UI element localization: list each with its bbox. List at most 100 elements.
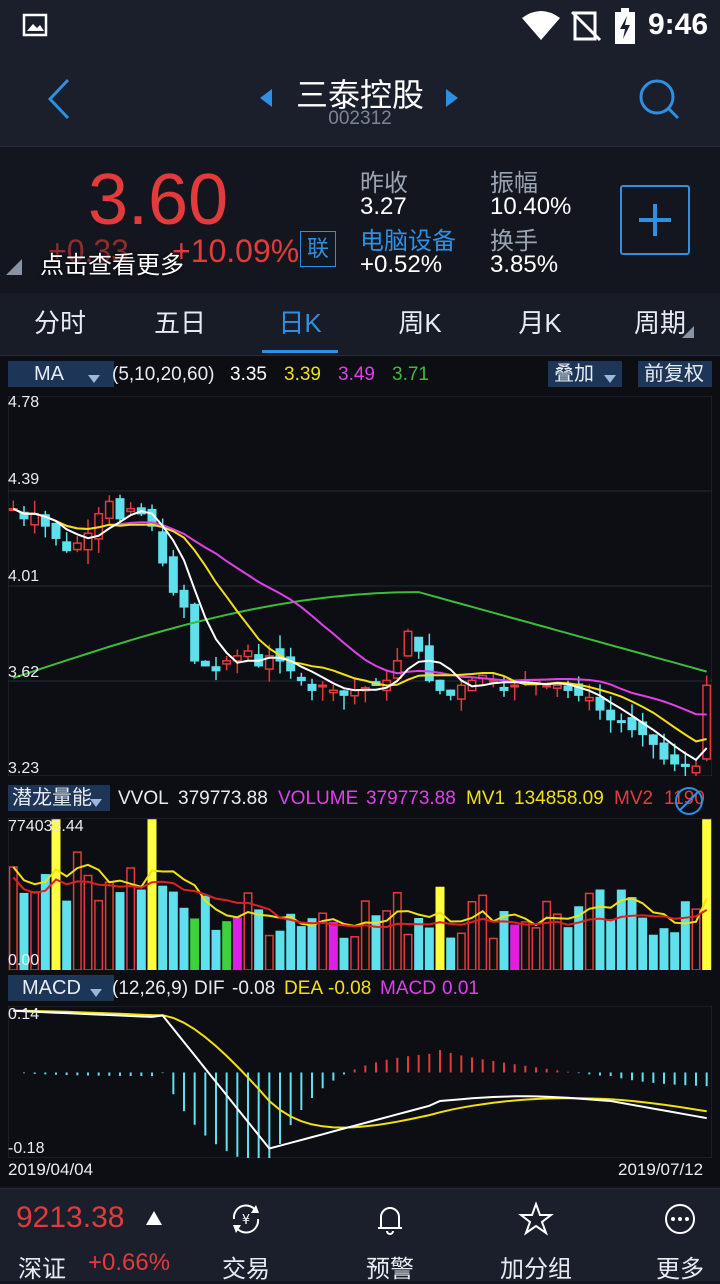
ma-params: (5,10,20,60) — [112, 364, 215, 385]
stock-title: 三泰控股 — [295, 77, 424, 113]
status-bar: 9:46 — [0, 0, 720, 56]
tab-weekly-k[interactable]: 周K — [398, 308, 442, 338]
kline-axis-3: 4.01 — [8, 568, 40, 585]
quote-panel[interactable]: 3.60 +0.33 +10.09% 点击查看更多 联 昨收 3.27 电脑设备… — [0, 147, 720, 292]
price-change-pct: +10.09% — [172, 233, 300, 269]
date-end: 2019/07/12 — [618, 1160, 704, 1179]
kline-chart[interactable] — [8, 396, 712, 776]
nav-alert[interactable]: 预警 — [340, 1189, 440, 1283]
tab-period-dropdown-icon — [682, 325, 694, 338]
amplitude-value: 10.40% — [490, 193, 572, 220]
mv1-label: MV1 — [466, 788, 506, 809]
chart-area[interactable] — [0, 356, 720, 1186]
nav-add-group-label: 加分组 — [500, 1256, 572, 1283]
ma5-value: 3.35 — [230, 364, 267, 385]
tab-five-day[interactable]: 五日 — [153, 308, 206, 338]
status-time: 9:46 — [648, 8, 709, 41]
dif-label: DIF — [194, 978, 225, 999]
adjust-label: 前复权 — [644, 363, 704, 385]
ma-indicator-select[interactable]: MA — [8, 361, 114, 387]
volume-dropdown-icon — [90, 794, 102, 807]
link-badge[interactable]: 联 — [300, 231, 336, 267]
no-signal-icon — [570, 10, 602, 42]
macd-chart[interactable] — [8, 1006, 712, 1158]
macd-value: 0.01 — [442, 978, 479, 999]
macd-selector-label: MACD — [22, 977, 81, 999]
nav-more[interactable]: 更多 — [630, 1189, 720, 1283]
overlay-dropdown-icon — [604, 370, 616, 383]
kline-axis-bottom: 3.23 — [8, 760, 40, 777]
nav-alert-label: 预警 — [366, 1256, 414, 1283]
add-watchlist-button[interactable] — [620, 185, 690, 255]
scroll-legend-icon[interactable] — [674, 786, 704, 816]
price-change: +0.33 — [48, 233, 129, 269]
prev-close-value: 3.27 — [360, 193, 407, 220]
dif-value: -0.08 — [232, 978, 276, 999]
volume-indicator-select[interactable]: 潜龙量能 — [8, 785, 110, 811]
macd-label: MACD — [380, 978, 436, 999]
mv2-value-text: 1190 — [664, 788, 705, 809]
sector-label[interactable]: 电脑设备 — [360, 228, 456, 255]
volume-selector-label: 潜龙量能 — [12, 787, 92, 809]
corner-triangle-icon — [6, 259, 22, 275]
volume-axis-top: 774033.44 — [8, 818, 84, 835]
tab-monthly-k[interactable]: 月K — [518, 308, 562, 338]
prev-close-label: 昨收 — [360, 170, 408, 197]
dea-value: -0.08 — [328, 978, 372, 999]
ma-dropdown-icon — [88, 370, 100, 383]
mv1-value: 134858.09 — [514, 788, 604, 809]
volume-value: 379773.88 — [366, 788, 456, 809]
index-name: 深证 — [18, 1256, 66, 1283]
kline-axis-top: 4.78 — [8, 394, 40, 411]
nav-add-group[interactable]: 加分组 — [484, 1189, 588, 1283]
ma60-value: 3.71 — [392, 364, 429, 385]
period-tabs: 分时 五日 日K 周K 月K 周期 — [0, 293, 720, 356]
volume-chart[interactable] — [8, 818, 712, 970]
nav-trade-label: 交易 — [222, 1256, 270, 1283]
plus-icon — [639, 204, 671, 236]
volume-axis-bottom: 0.00 — [8, 952, 40, 969]
kline-axis-2: 4.39 — [8, 471, 40, 488]
ma-selector-label: MA — [34, 363, 64, 385]
index-value: 9213.38 — [16, 1201, 125, 1234]
current-price: 3.60 — [88, 160, 229, 240]
more-icon — [665, 1204, 695, 1234]
bell-icon — [378, 1207, 402, 1235]
tab-period[interactable]: 周期 — [633, 308, 686, 338]
bottom-bar: 9213.38 深证 +0.66% ¥ 交易 预警 加分组 更多 — [0, 1188, 720, 1283]
macd-indicator-select[interactable]: MACD — [8, 975, 114, 1001]
index-widget[interactable]: 9213.38 深证 +0.66% — [0, 1189, 190, 1283]
macd-axis-top: 0.14 — [8, 1006, 40, 1023]
volume-label: VOLUME — [278, 788, 359, 809]
vvol-value: 379773.88 — [178, 788, 268, 809]
stock-code: 002312 — [328, 108, 392, 129]
back-icon[interactable] — [40, 76, 80, 122]
adjust-select[interactable]: 前复权 — [638, 361, 712, 387]
search-icon[interactable] — [636, 76, 682, 122]
trade-icon: ¥ — [232, 1204, 260, 1234]
overlay-select[interactable]: 叠加 — [548, 361, 622, 387]
index-change: +0.66% — [88, 1249, 171, 1276]
svg-text:¥: ¥ — [242, 1213, 250, 1228]
turnover-value: 3.85% — [490, 251, 559, 278]
macd-params: (12,26,9) — [112, 978, 189, 999]
nav-more-label: 更多 — [656, 1256, 704, 1283]
tab-daily-k[interactable]: 日K — [278, 308, 322, 338]
next-stock-icon[interactable] — [444, 88, 460, 108]
ma10-value: 3.39 — [284, 364, 321, 385]
tab-intraday[interactable]: 分时 — [33, 308, 86, 338]
overlay-label: 叠加 — [554, 363, 594, 385]
macd-axis-bottom: -0.18 — [8, 1140, 45, 1157]
tab-active-indicator — [262, 350, 338, 353]
turnover-label: 换手 — [490, 228, 538, 255]
prev-stock-icon[interactable] — [258, 88, 274, 108]
battery-charging-icon — [614, 8, 636, 44]
ma20-value: 3.49 — [338, 364, 375, 385]
more-tooltip[interactable]: 点击查看更多 — [40, 252, 184, 279]
macd-dropdown-icon — [90, 984, 102, 997]
sector-value: +0.52% — [360, 251, 443, 278]
header-bar: 三泰控股 002312 — [0, 56, 720, 147]
nav-trade[interactable]: ¥ 交易 — [196, 1189, 296, 1283]
image-icon — [22, 12, 48, 38]
dea-label: DEA — [284, 978, 324, 999]
